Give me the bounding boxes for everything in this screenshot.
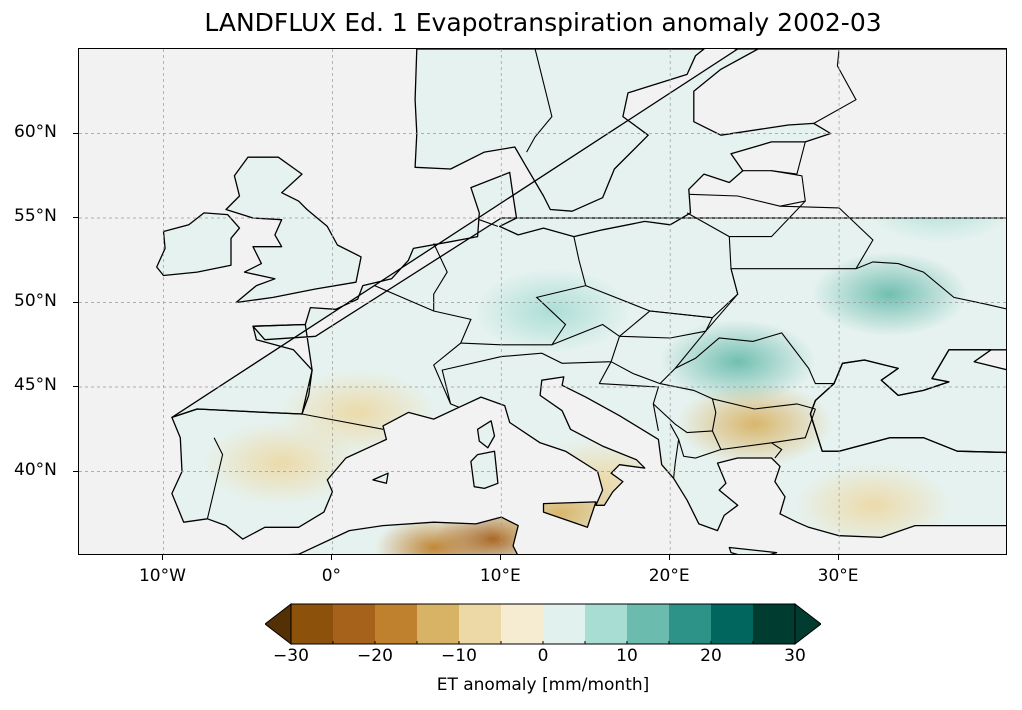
country-border [673,439,680,479]
lon-tick-mark [838,555,840,560]
colorbar-tick-label: 0 [537,646,549,666]
colorbar-segment [501,604,544,644]
country-border [705,261,1006,332]
country-border [771,442,783,459]
colorbar-over-extend [794,602,821,646]
country-border [674,332,834,385]
colorbar-label: ET anomaly [mm/month] [436,675,650,695]
lat-tick-label: 50°N [14,290,57,311]
country-border [688,193,806,207]
lat-tick-label: 55°N [14,206,57,226]
country-border [771,141,806,175]
lon-tick-label: 10°W [138,566,186,586]
country-border [526,49,553,153]
map-title: LANDFLUX Ed. 1 Evapotranspiration anomal… [204,8,882,37]
colorbar-segment [459,604,502,644]
lat-tick-label: 45°N [14,375,57,395]
coastline [225,156,362,304]
colorbar-segment [585,604,628,644]
anomaly-patch [794,463,951,548]
lon-tick-label: 20°E [648,566,690,586]
anomaly-patch [676,382,833,467]
colorbar-tick-label: −10 [441,646,477,666]
anomaly-patch [811,252,968,337]
colorbar-segment [753,604,796,644]
anomaly-patch [203,421,360,506]
coastline [156,212,241,277]
colorbar-segment [669,604,712,644]
land-area-4 [415,49,704,212]
lon-tick-label: 10°E [479,566,521,586]
land-area-6 [477,420,495,448]
colorbar-segment [333,604,376,644]
country-border [599,383,660,432]
land-area-5 [470,451,498,489]
country-border [460,236,587,346]
coastline [171,217,1006,540]
colorbar-tick-label: −30 [273,646,309,666]
colorbar-segment [375,604,418,644]
lat-tick-mark [73,301,78,303]
country-border [659,383,713,400]
lon-tick-mark [669,555,671,560]
country-border [669,423,722,459]
colorbar-tick-label: 10 [616,646,638,666]
colorbar-segment [543,604,586,644]
country-border [813,49,857,124]
lat-tick-mark [73,132,78,134]
colorbar-tick-label: −20 [357,646,393,666]
coastline [470,450,499,490]
coastline [414,49,705,212]
lat-tick-mark [73,386,78,387]
coastline [372,472,389,484]
land-area-3 [156,212,240,276]
map-panel [78,48,1007,555]
country-border [619,310,714,339]
colorbar-segment [627,604,670,644]
country-border [206,437,224,519]
lat-tick-mark [73,470,78,472]
colorbar-under-extend [265,602,292,646]
coastline [542,501,597,528]
country-border [441,323,621,405]
anomaly-patch [659,319,816,404]
anomaly-patch [473,268,630,353]
coastline [476,420,496,449]
country-border [729,170,806,238]
lon-tick-label: 30°E [817,566,859,586]
country-border [479,219,499,227]
colorbar [265,602,821,646]
colorbar-segment [711,604,754,644]
anomaly-patch [482,471,639,554]
colorbar-tick-label: 30 [784,646,806,666]
colorbar-segment [417,604,460,644]
lat-tick-mark [73,217,78,218]
map-canvas [79,49,1006,554]
country-border [598,361,612,384]
country-border [652,403,713,434]
country-border [712,398,816,410]
lon-tick-mark [500,555,502,560]
coastline [728,546,778,554]
lon-tick-mark [162,555,164,560]
lon-tick-mark [331,555,333,560]
lon-tick-label: 0° [321,566,342,586]
colorbar-tick-label: 20 [700,646,722,666]
coastline [288,516,519,554]
lat-tick-label: 60°N [14,121,57,142]
lat-tick-label: 40°N [14,459,57,480]
land-area-0 [171,49,1006,453]
country-border [301,413,384,430]
colorbar-segment [291,604,334,644]
land-area-2 [226,157,362,303]
country-border [779,205,874,269]
